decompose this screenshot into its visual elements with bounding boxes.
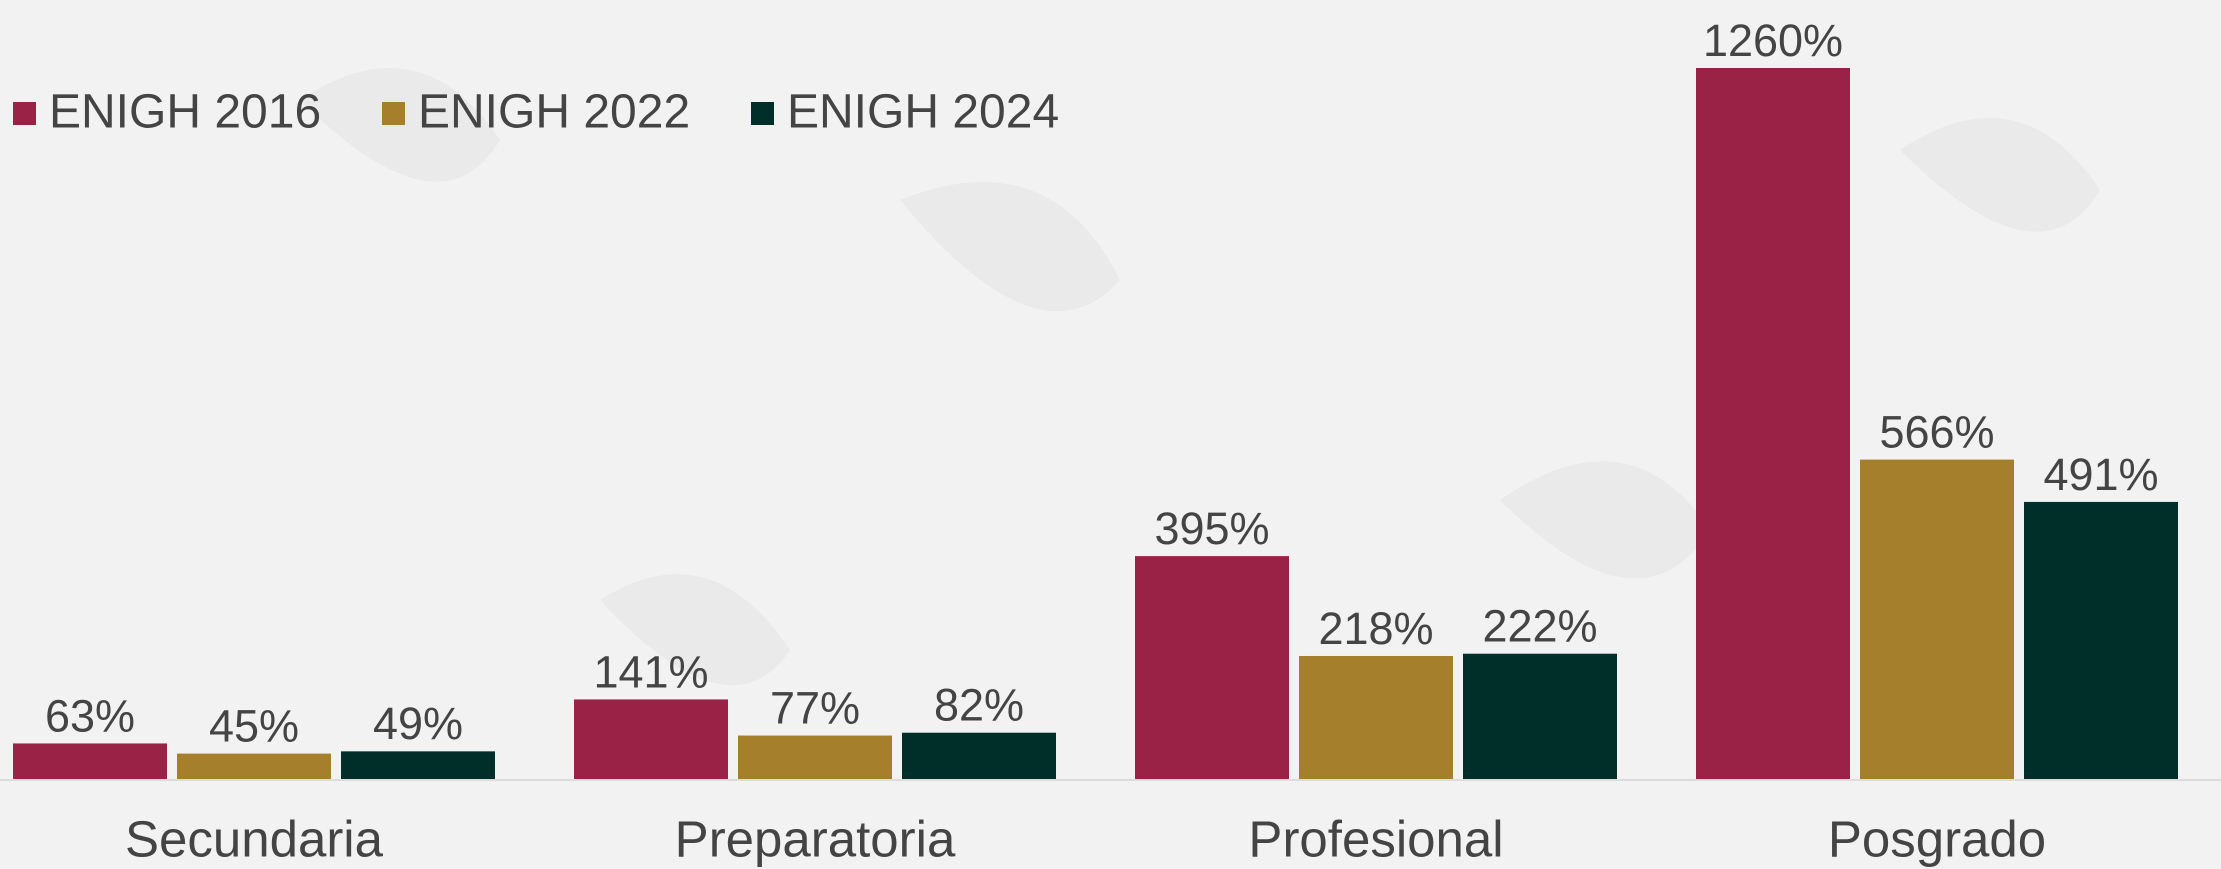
value-label: 49% <box>373 698 463 749</box>
bar <box>1463 653 1617 779</box>
value-label: 77% <box>770 682 860 733</box>
bar <box>1696 68 1850 779</box>
legend-label: ENIGH 2016 <box>49 86 321 139</box>
x-tick-label: Profesional <box>1248 810 1503 867</box>
value-label: 1260% <box>1703 15 1843 66</box>
value-label: 141% <box>593 646 708 697</box>
background-pattern <box>300 68 2100 686</box>
bar <box>1860 459 2014 779</box>
legend-swatch <box>13 102 36 125</box>
bar <box>902 732 1056 779</box>
legend-label: ENIGH 2022 <box>418 86 690 139</box>
legend-swatch <box>751 102 774 125</box>
value-label: 82% <box>934 680 1024 731</box>
value-label: 45% <box>209 700 299 751</box>
bar <box>13 743 167 779</box>
bar <box>574 699 728 779</box>
x-tick-label: Preparatoria <box>675 810 956 867</box>
legend-swatch <box>382 102 405 125</box>
value-label: 218% <box>1318 603 1433 654</box>
bar <box>738 735 892 779</box>
bar <box>177 753 331 779</box>
bar <box>1135 556 1289 779</box>
bar <box>341 751 495 779</box>
legend-label: ENIGH 2024 <box>787 86 1059 139</box>
value-label: 222% <box>1482 601 1597 652</box>
bar <box>1299 655 1453 779</box>
value-label: 491% <box>2043 449 2158 500</box>
x-tick-label: Secundaria <box>125 810 384 867</box>
value-label: 63% <box>45 690 135 741</box>
value-label: 566% <box>1879 407 1994 458</box>
bar <box>2024 501 2178 779</box>
x-tick-label: Posgrado <box>1828 810 2046 867</box>
value-label: 395% <box>1154 503 1269 554</box>
